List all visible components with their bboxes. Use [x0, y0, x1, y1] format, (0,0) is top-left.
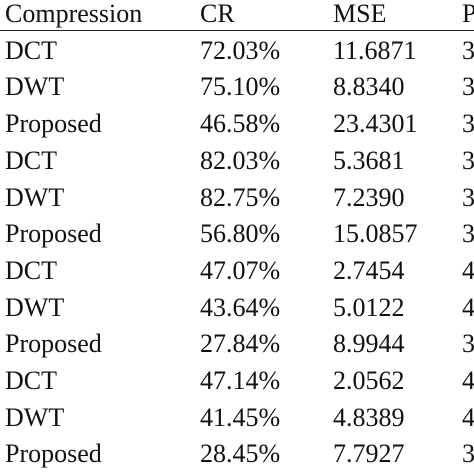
table-cell: 15.0857 — [333, 219, 418, 249]
table-cell: 2.0562 — [333, 366, 405, 395]
table-cell: 56.80% — [200, 219, 281, 249]
row-label: DWT — [5, 182, 65, 212]
table-cell: 23.4301 — [333, 109, 418, 139]
row-label: DCT — [5, 145, 57, 175]
table-cell: 7.7927 — [333, 439, 405, 469]
row-label: DWT — [5, 72, 65, 102]
table-cell: 3 — [462, 72, 474, 102]
header-rule — [0, 30, 474, 31]
table-cell: 46.58% — [200, 109, 281, 139]
table-cell: 4 — [462, 255, 474, 285]
row-label: Proposed — [5, 109, 102, 139]
table-cell: 3 — [462, 35, 474, 65]
table-cell: 41.45% — [200, 402, 281, 432]
table-cell: 82.75% — [200, 182, 281, 212]
table-cell: 7.2390 — [333, 182, 405, 212]
row-label: Proposed — [5, 439, 102, 469]
table-cell: 82.03% — [200, 145, 281, 175]
column-header: MSE — [333, 0, 387, 28]
table-cell: 3 — [462, 329, 474, 359]
table-cell: 43.64% — [200, 292, 281, 322]
table-cell: 3 — [462, 182, 474, 212]
table-cell: 3 — [462, 109, 474, 139]
row-label: Proposed — [5, 329, 102, 359]
table-cell: 28.45% — [200, 439, 281, 469]
table-cell: 5.3681 — [333, 145, 405, 175]
row-label: DWT — [5, 402, 65, 432]
column-header: CR — [200, 0, 235, 28]
table-cell: 4 — [462, 366, 474, 395]
row-label: DCT — [5, 255, 57, 285]
table-cell: 2.7454 — [333, 255, 405, 285]
row-label: DCT — [5, 366, 57, 395]
table-cell: 4 — [462, 402, 474, 432]
table-cell: 8.8340 — [333, 72, 405, 102]
table-cell: 75.10% — [200, 72, 281, 102]
table-cell: 72.03% — [200, 35, 281, 65]
table-cell: 47.07% — [200, 255, 281, 285]
table-cell: 3 — [462, 145, 474, 175]
table-cell: 11.6871 — [333, 35, 417, 65]
column-header: Compression — [5, 0, 143, 28]
table-cell: 4.8389 — [333, 402, 405, 432]
table-cell: 3 — [462, 219, 474, 249]
row-label: DWT — [5, 292, 65, 322]
table-cell: 47.14% — [200, 366, 281, 395]
table-cell: 8.9944 — [333, 329, 405, 359]
row-label: DCT — [5, 35, 57, 65]
table-cell: 3 — [462, 439, 474, 469]
column-header: P — [462, 0, 474, 28]
table-cell: 4 — [462, 292, 474, 322]
row-label: Proposed — [5, 219, 102, 249]
table-cell: 5.0122 — [333, 292, 405, 322]
table-cell: 27.84% — [200, 329, 281, 359]
